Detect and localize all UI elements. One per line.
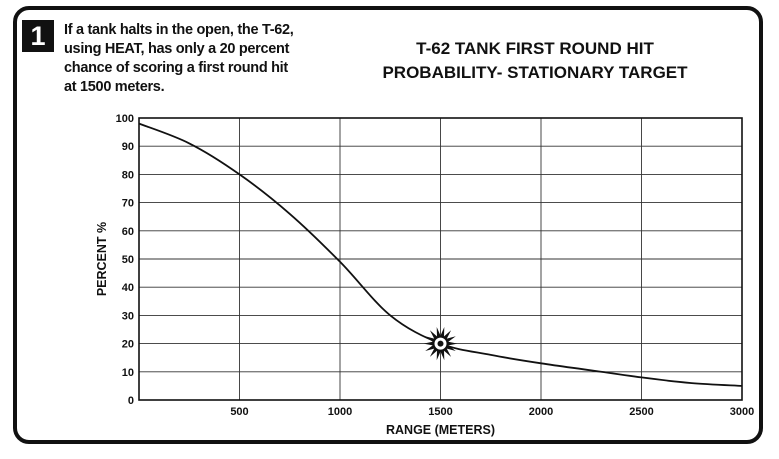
grid (139, 117, 743, 401)
chart-title-line: T-62 TANK FIRST ROUND HIT (416, 39, 654, 58)
chart-title: T-62 TANK FIRST ROUND HIT PROBABILITY- S… (355, 37, 715, 85)
y-axis-ticks: 0 10 20 30 40 50 60 70 80 90 100 (116, 113, 134, 407)
y-tick-label: 40 (122, 282, 134, 294)
y-tick-label: 30 (122, 310, 134, 322)
x-axis-ticks: 500 1000 1500 2000 2500 3000 (230, 406, 754, 418)
y-tick-label: 100 (116, 113, 134, 125)
x-tick-label: 500 (230, 406, 248, 418)
y-tick-label: 20 (122, 339, 134, 351)
caption-line: using HEAT, has only a 20 percent (64, 41, 290, 57)
burst-marker-core (437, 340, 444, 347)
y-tick-label: 50 (122, 254, 134, 266)
y-tick-label: 70 (122, 198, 134, 210)
x-tick-label: 2000 (529, 406, 553, 418)
y-tick-label: 90 (122, 141, 134, 153)
caption-line: If a tank halts in the open, the T-62, (64, 22, 294, 38)
x-tick-label: 1000 (328, 406, 352, 418)
chart-title-line: PROBABILITY- STATIONARY TARGET (382, 63, 688, 82)
y-tick-label: 0 (128, 395, 134, 407)
y-tick-label: 10 (122, 367, 134, 379)
y-tick-label: 60 (122, 226, 134, 238)
caption-line: at 1500 meters. (64, 79, 165, 95)
figure-caption: If a tank halts in the open, the T-62, u… (64, 21, 334, 97)
plot-area-border (138, 117, 743, 401)
caption-line: chance of scoring a first round hit (64, 60, 288, 76)
y-tick-label: 80 (122, 169, 134, 181)
y-axis-label: PERCENT % (95, 222, 109, 296)
burst-marker-icon (423, 327, 458, 361)
x-tick-label: 2500 (629, 406, 653, 418)
x-tick-label: 3000 (730, 406, 754, 418)
chart-frame (13, 6, 763, 444)
x-tick-label: 1500 (428, 406, 452, 418)
x-axis-label: RANGE (METERS) (386, 423, 495, 437)
figure-number-badge: 1 (22, 20, 54, 52)
